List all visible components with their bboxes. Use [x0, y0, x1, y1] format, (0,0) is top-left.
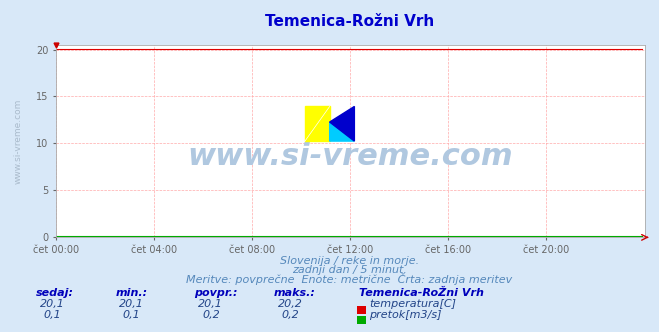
Polygon shape [330, 107, 355, 141]
Text: www.si-vreme.com: www.si-vreme.com [187, 142, 513, 171]
Text: maks.:: maks.: [273, 288, 316, 298]
Text: 0,2: 0,2 [281, 310, 299, 320]
Text: 20,1: 20,1 [40, 299, 65, 309]
Text: 0,2: 0,2 [202, 310, 219, 320]
Text: min.:: min.: [115, 288, 148, 298]
Text: 20,2: 20,2 [277, 299, 302, 309]
Text: povpr.:: povpr.: [194, 288, 238, 298]
Text: sedaj:: sedaj: [36, 288, 74, 298]
Text: 0,1: 0,1 [123, 310, 140, 320]
Text: www.si-vreme.com: www.si-vreme.com [13, 98, 22, 184]
Text: Temenica-RoŽni Vrh: Temenica-RoŽni Vrh [359, 288, 484, 298]
Text: temperatura[C]: temperatura[C] [369, 299, 456, 309]
Text: Temenica-Rožni Vrh: Temenica-Rožni Vrh [265, 14, 434, 29]
Bar [305, 107, 330, 141]
Text: Slovenija / reke in morje.: Slovenija / reke in morje. [279, 256, 419, 266]
Text: Meritve: povprečne  Enote: metrične  Črta: zadnja meritev: Meritve: povprečne Enote: metrične Črta:… [186, 273, 513, 285]
Text: 20,1: 20,1 [198, 299, 223, 309]
Text: 20,1: 20,1 [119, 299, 144, 309]
Polygon shape [330, 122, 355, 141]
Text: 0,1: 0,1 [44, 310, 61, 320]
Text: pretok[m3/s]: pretok[m3/s] [369, 310, 442, 320]
Text: zadnji dan / 5 minut.: zadnji dan / 5 minut. [292, 265, 407, 275]
